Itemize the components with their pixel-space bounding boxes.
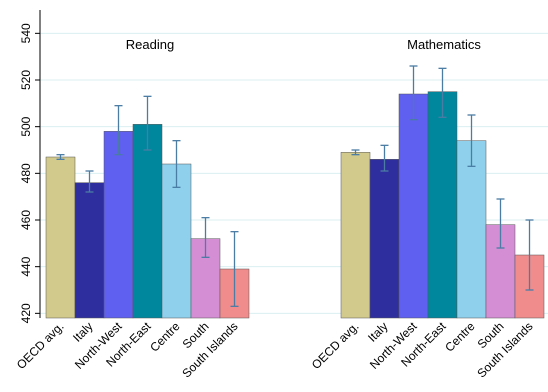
y-tick-label: 520 [19, 70, 33, 90]
x-tick-label: Centre [442, 319, 478, 355]
y-tick-label: 440 [19, 256, 33, 276]
y-tick-label: 500 [19, 116, 33, 136]
y-tick-label: 540 [19, 23, 33, 43]
y-axis: 420 440 460 480 500 520 540 [19, 10, 41, 323]
x-tick-label: OECD avg. [309, 319, 362, 372]
bar [132, 124, 163, 319]
bar [369, 159, 400, 319]
x-tick-label: OECD avg. [14, 319, 67, 372]
y-tick-label: 420 [19, 303, 33, 323]
y-tick-label: 460 [19, 210, 33, 230]
y-tick-label: 480 [19, 163, 33, 183]
bars [45, 91, 545, 319]
bar [161, 163, 192, 319]
bar [427, 91, 458, 319]
panel-title-mathematics: Mathematics [407, 37, 481, 52]
error-bars [56, 65, 534, 307]
panel-title-reading: Reading [126, 37, 174, 52]
bar [398, 93, 429, 319]
bar [340, 152, 371, 319]
bar [103, 131, 134, 319]
bar [74, 182, 105, 319]
x-tick-label: Centre [147, 319, 183, 355]
bar [456, 140, 487, 319]
x-tick-labels: OECD avg. ItalyNorth-WestNorth-EastCentre… [14, 319, 536, 381]
bar [45, 156, 76, 319]
